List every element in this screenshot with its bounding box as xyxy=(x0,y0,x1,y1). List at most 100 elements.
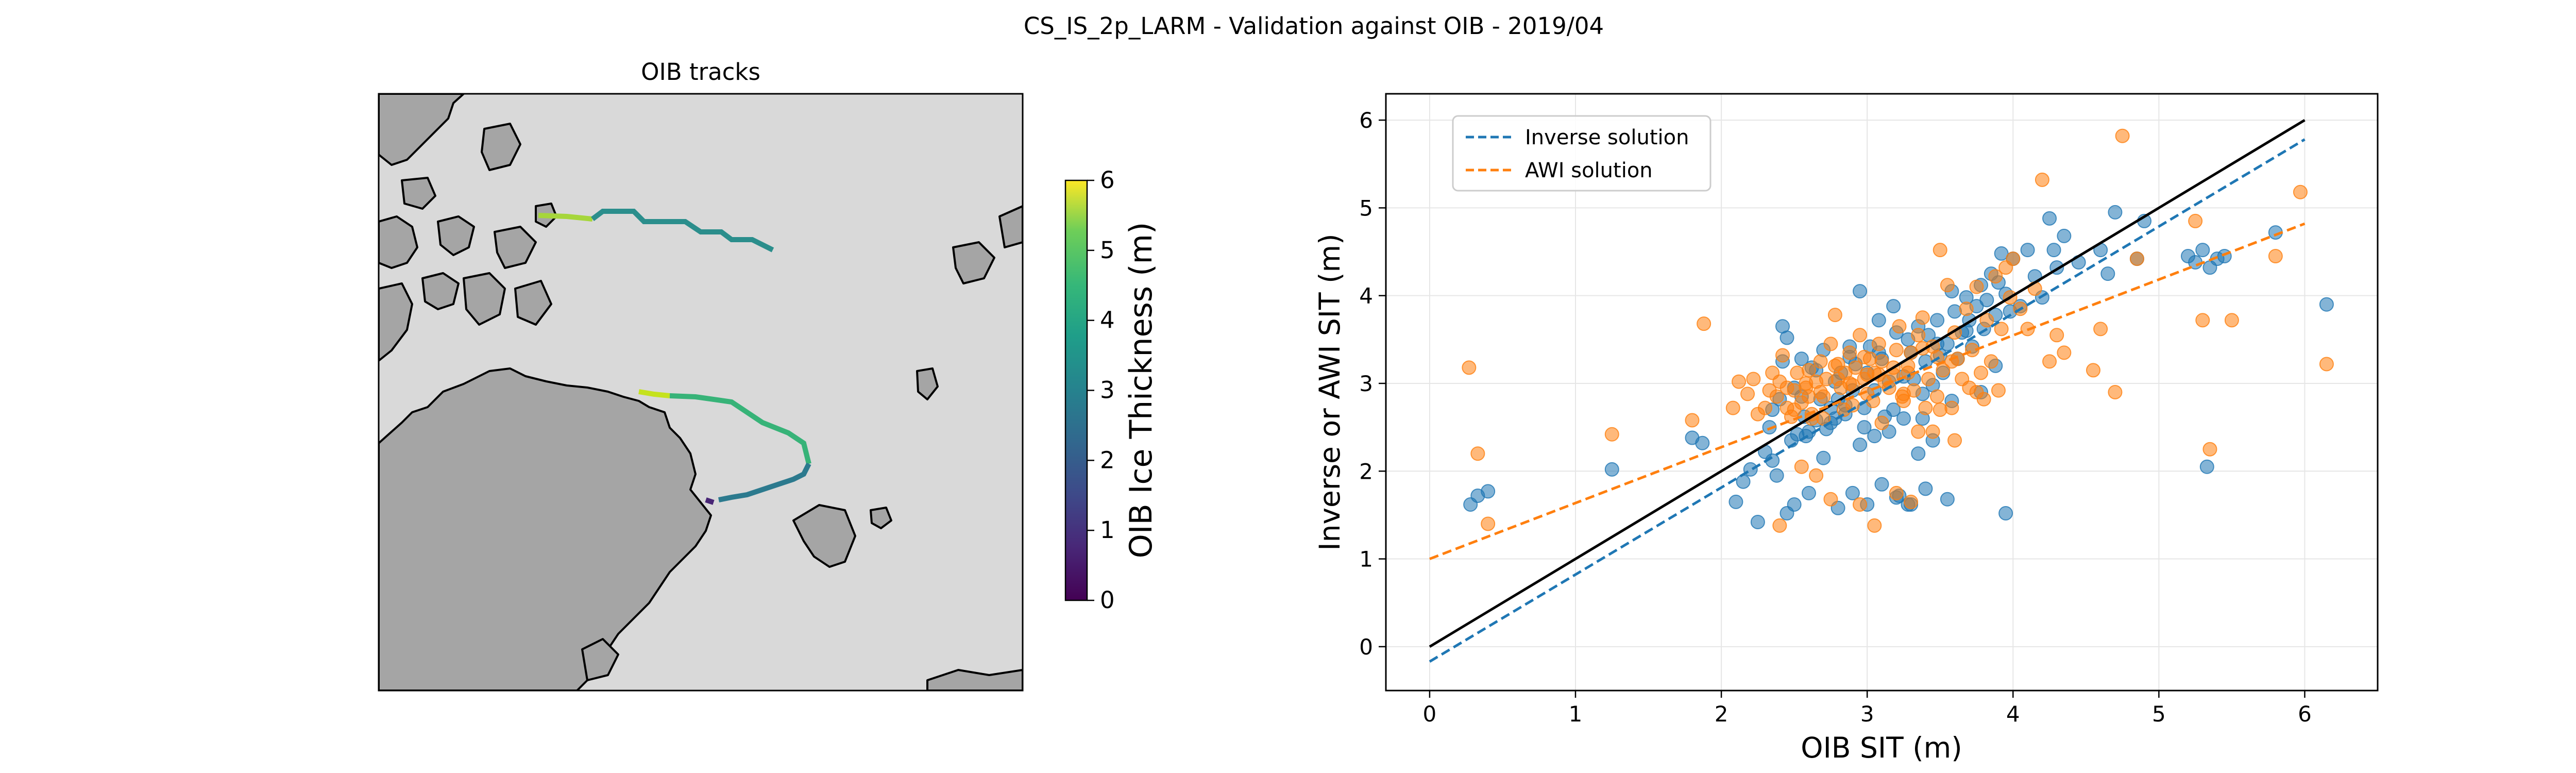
awi-point xyxy=(1836,402,1851,417)
awi-point xyxy=(1787,402,1802,417)
inverse-point xyxy=(1769,468,1784,483)
x-tick-label: 1 xyxy=(1569,701,1583,727)
awi-point xyxy=(1969,279,1984,294)
awi-point xyxy=(2129,251,2144,266)
colorbar-tick-label: 1 xyxy=(1100,516,1115,544)
y-tick-label: 4 xyxy=(1359,283,1373,309)
awi-point xyxy=(1794,459,1809,474)
canadian-island xyxy=(437,215,475,256)
awi-point xyxy=(1842,345,1857,360)
awi-point xyxy=(1813,385,1828,399)
awi-point xyxy=(1994,322,2009,337)
awi-point xyxy=(2086,363,2100,378)
awi-point xyxy=(1685,413,1700,428)
canadian-island xyxy=(421,272,460,310)
inverse-point xyxy=(2199,459,2214,474)
inverse-point xyxy=(1481,484,1496,499)
awi-point xyxy=(1848,360,1863,375)
colorbar-tick-label: 3 xyxy=(1100,377,1115,404)
colorbar-label: OIB Ice Thickness (m) xyxy=(1123,222,1159,559)
awi-point xyxy=(2093,322,2108,337)
colorbar: 0 1 2 3 4 5 6 OIB Ice Thickness (m) xyxy=(1064,166,1159,614)
ellesmere-island xyxy=(379,94,465,166)
awi-point xyxy=(1769,389,1784,404)
x-tick-label: 6 xyxy=(2298,701,2312,727)
awi-point xyxy=(1842,376,1857,391)
awi-point xyxy=(2035,172,2049,187)
inverse-point xyxy=(1604,462,1619,477)
awi-point xyxy=(1470,446,1485,461)
awi-point xyxy=(1911,424,1926,439)
awi-fit-line xyxy=(1429,222,2306,560)
y-tick-label: 6 xyxy=(1359,108,1373,133)
inverse-point xyxy=(1853,284,1868,299)
awi-point xyxy=(1697,316,1711,331)
svalbard-island xyxy=(870,507,892,529)
svalbard-island xyxy=(792,504,856,568)
awi-point xyxy=(2268,249,2283,264)
awi-point xyxy=(1911,328,1926,343)
inverse-point xyxy=(1816,450,1831,465)
canadian-island xyxy=(401,177,436,210)
canadian-island xyxy=(494,226,537,269)
inverse-point xyxy=(1867,429,1882,444)
inverse-point xyxy=(2042,211,2057,226)
inverse-point xyxy=(1845,485,1860,500)
awi-point xyxy=(1925,424,1940,439)
awi-point xyxy=(1969,385,1984,399)
awi-point xyxy=(1725,400,1740,415)
arctic-island xyxy=(998,205,1023,248)
awi-point xyxy=(2293,184,2308,199)
inverse-point xyxy=(1853,438,1868,452)
awi-point xyxy=(1933,243,1947,258)
oib-track-south xyxy=(705,497,715,505)
awi-point xyxy=(1895,389,1910,404)
x-tick-label: 5 xyxy=(2152,701,2166,727)
awi-point xyxy=(1462,360,1477,375)
awi-point xyxy=(1959,301,1974,316)
inverse-point xyxy=(2020,243,2035,258)
y-tick-label: 0 xyxy=(1359,634,1373,660)
canadian-island xyxy=(379,282,413,362)
plot-frame xyxy=(1385,93,2379,692)
inverse-point xyxy=(1918,481,1933,496)
awi-point xyxy=(1481,516,1496,531)
arctic-island xyxy=(581,638,619,681)
inverse-point xyxy=(2195,243,2210,258)
inverse-point xyxy=(1780,330,1794,345)
x-tick-label: 4 xyxy=(2006,701,2020,727)
map-frame xyxy=(378,93,1024,692)
awi-point xyxy=(1809,468,1824,483)
awi-point xyxy=(1772,518,1787,533)
arctic-island xyxy=(916,367,939,400)
inverse-fit-line xyxy=(1429,138,2306,663)
oib-track-south xyxy=(669,393,811,465)
inverse-point xyxy=(1994,246,2009,261)
inverse-point xyxy=(2108,205,2123,220)
awi-point xyxy=(1947,433,1962,448)
awi-point xyxy=(1988,269,2003,284)
awi-point xyxy=(1979,313,1994,328)
awi-point xyxy=(1604,427,1619,442)
inverse-point xyxy=(1857,420,1872,435)
inverse-point xyxy=(1947,304,1962,319)
colorbar-tick-label: 2 xyxy=(1100,446,1115,474)
inverse-point xyxy=(1911,446,1926,461)
awi-point xyxy=(2006,251,2021,266)
inverse-point xyxy=(1940,492,1955,507)
y-tick-label: 5 xyxy=(1359,195,1373,221)
inverse-point xyxy=(1886,299,1901,314)
legend-inverse-label: Inverse solution xyxy=(1525,126,1689,149)
colorbar-tick-label: 5 xyxy=(1100,237,1115,264)
awi-point xyxy=(1740,386,1755,401)
awi-point xyxy=(2319,357,2334,372)
awi-point xyxy=(1904,494,1919,509)
greenland-landmass xyxy=(379,367,712,691)
x-tick-label: 3 xyxy=(1860,701,1874,727)
x-axis-label: OIB SIT (m) xyxy=(1801,731,1962,764)
oib-track-north xyxy=(538,213,593,222)
awi-point xyxy=(1758,400,1773,415)
awi-point xyxy=(1775,348,1790,363)
inverse-point xyxy=(2319,297,2334,312)
